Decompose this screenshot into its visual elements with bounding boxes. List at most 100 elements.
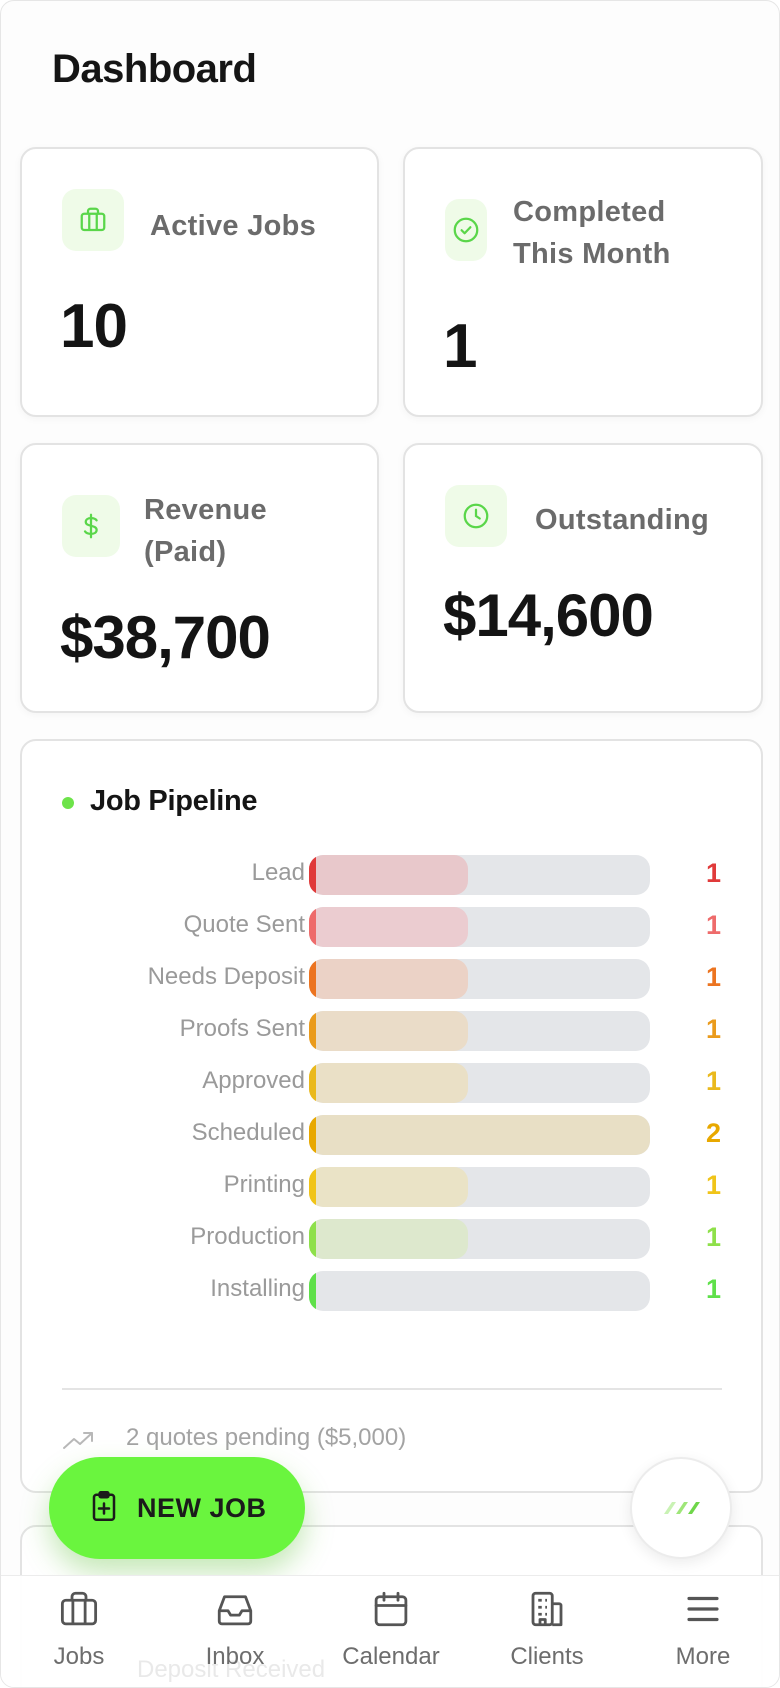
new-job-label: NEW JOB	[137, 1492, 267, 1523]
building-icon	[477, 1588, 617, 1635]
pipeline-stage-count: 1	[706, 1222, 722, 1252]
obscured-card-text: Deposit Received	[137, 1656, 326, 1683]
briefcase-icon	[62, 189, 124, 251]
pipeline-stage-label: Production	[190, 1223, 305, 1250]
briefcase-icon	[9, 1588, 149, 1635]
menu-icon	[633, 1588, 773, 1635]
check-circle-icon	[445, 199, 487, 261]
stat-label-line2: This Month	[513, 238, 671, 270]
status-dot	[62, 797, 74, 809]
pipeline-stage-count: 2	[706, 1118, 722, 1148]
stat-card-completed[interactable]: Completed This Month 1	[403, 147, 763, 417]
stat-value: 10	[60, 292, 128, 361]
job-pipeline-card: Job Pipeline Lead 1 Quote Sent 1 Needs Depos…	[20, 739, 763, 1493]
pipeline-bar-edge	[309, 959, 316, 999]
stat-label: Active Jobs	[150, 210, 317, 242]
stat-label-line2: (Paid)	[144, 536, 227, 568]
pipeline-bar-edge	[309, 1011, 316, 1051]
pipeline-row[interactable]: Approved 1	[22, 1063, 765, 1105]
pipeline-stage-count: 1	[706, 858, 722, 888]
pipeline-bar-track	[309, 907, 650, 947]
nav-label: Inbox	[205, 1643, 265, 1670]
pipeline-bar-track	[309, 1115, 650, 1155]
pipeline-bar-edge	[309, 1219, 316, 1259]
pipeline-stage-count: 1	[706, 1274, 722, 1304]
pipeline-stage-count: 1	[706, 1170, 722, 1200]
pipeline-stage-label: Scheduled	[191, 1119, 305, 1146]
pipeline-bar-track	[309, 1011, 650, 1051]
pipeline-bar-edge	[309, 1063, 316, 1103]
nav-label: Jobs	[53, 1643, 105, 1670]
pipeline-bar-edge	[309, 1167, 316, 1207]
pipeline-bar-track	[309, 1271, 650, 1311]
pipeline-row[interactable]: Production 1	[22, 1219, 765, 1261]
pipeline-bar-edge	[309, 855, 316, 895]
pipeline-row[interactable]: Installing 1	[22, 1271, 765, 1313]
stat-card-outstanding[interactable]: Outstanding $14,600	[403, 443, 763, 713]
pipeline-stage-count: 1	[706, 1066, 722, 1096]
pipeline-row[interactable]: Needs Deposit 1	[22, 959, 765, 1001]
pipeline-bar-track	[309, 1167, 650, 1207]
stat-value: $38,700	[60, 604, 271, 671]
pipeline-bar-track	[309, 1063, 650, 1103]
stat-card-revenue[interactable]: Revenue (Paid) $38,700	[20, 443, 379, 713]
pipeline-bar-fill	[309, 907, 468, 947]
pipeline-stage-label: Printing	[223, 1171, 305, 1198]
clipboard-plus-icon	[89, 1489, 119, 1528]
nav-label: More	[675, 1643, 731, 1670]
pipeline-bar-edge	[309, 907, 316, 947]
calendar-icon	[321, 1588, 461, 1635]
pipeline-title: Job Pipeline	[90, 785, 258, 817]
pipeline-bar-track	[309, 959, 650, 999]
dollar-icon	[62, 495, 120, 557]
pipeline-bar-fill	[309, 855, 468, 895]
quotes-pending-summary[interactable]: 2 quotes pending ($5,000)	[126, 1424, 407, 1451]
nav-label: Clients	[510, 1643, 584, 1670]
pipeline-bar-fill	[309, 1063, 468, 1103]
pipeline-bar-track	[309, 1219, 650, 1259]
pipeline-row[interactable]: Printing 1	[22, 1167, 765, 1209]
pipeline-row[interactable]: Quote Sent 1	[22, 907, 765, 949]
pipeline-stage-label: Needs Deposit	[147, 963, 305, 990]
pipeline-bar-fill	[309, 1167, 468, 1207]
nav-item-calendar[interactable]: Calendar	[321, 1588, 461, 1684]
nav-label: Calendar	[342, 1643, 440, 1670]
stat-value: 1	[443, 312, 477, 381]
pipeline-stage-label: Installing	[210, 1275, 305, 1302]
pipeline-bar-track	[309, 855, 650, 895]
nav-item-more[interactable]: More	[633, 1588, 773, 1684]
pipeline-bar-fill	[309, 1011, 468, 1051]
pipeline-bar-edge	[309, 1115, 316, 1155]
nav-item-jobs[interactable]: Jobs	[9, 1588, 149, 1684]
pipeline-bar-fill	[309, 1219, 468, 1259]
pipeline-bar-fill	[309, 959, 468, 999]
pipeline-row[interactable]: Scheduled 2	[22, 1115, 765, 1157]
nav-item-clients[interactable]: Clients	[477, 1588, 617, 1684]
pipeline-stage-label: Lead	[251, 859, 305, 886]
pipeline-row[interactable]: Proofs Sent 1	[22, 1011, 765, 1053]
pipeline-bar-edge	[309, 1271, 316, 1311]
divider	[62, 1388, 722, 1390]
pipeline-stage-label: Quote Sent	[183, 911, 305, 938]
sparkle-stripes-icon	[658, 1496, 704, 1521]
pipeline-stage-count: 1	[706, 1014, 722, 1044]
stat-card-active-jobs[interactable]: Active Jobs 10	[20, 147, 379, 417]
page-title: Dashboard	[52, 47, 257, 91]
bottom-nav: Deposit Received Jobs Inbox Calendar Cli…	[1, 1575, 779, 1687]
stat-label: Outstanding	[535, 504, 710, 536]
clock-icon	[445, 485, 507, 547]
pipeline-stage-count: 1	[706, 962, 722, 992]
inbox-icon	[165, 1588, 305, 1635]
pipeline-stage-label: Approved	[202, 1067, 305, 1094]
pipeline-row[interactable]: Lead 1	[22, 855, 765, 897]
assistant-button[interactable]	[630, 1457, 732, 1559]
nav-item-inbox[interactable]: Inbox	[165, 1588, 305, 1684]
pipeline-stage-label: Proofs Sent	[179, 1015, 305, 1042]
stat-value: $14,600	[443, 582, 654, 649]
new-job-button[interactable]: NEW JOB	[49, 1457, 305, 1559]
pipeline-stage-count: 1	[706, 910, 722, 940]
trending-up-icon	[62, 1429, 96, 1458]
pipeline-bar-fill	[309, 1115, 650, 1155]
stat-label-line1: Revenue	[144, 494, 267, 526]
